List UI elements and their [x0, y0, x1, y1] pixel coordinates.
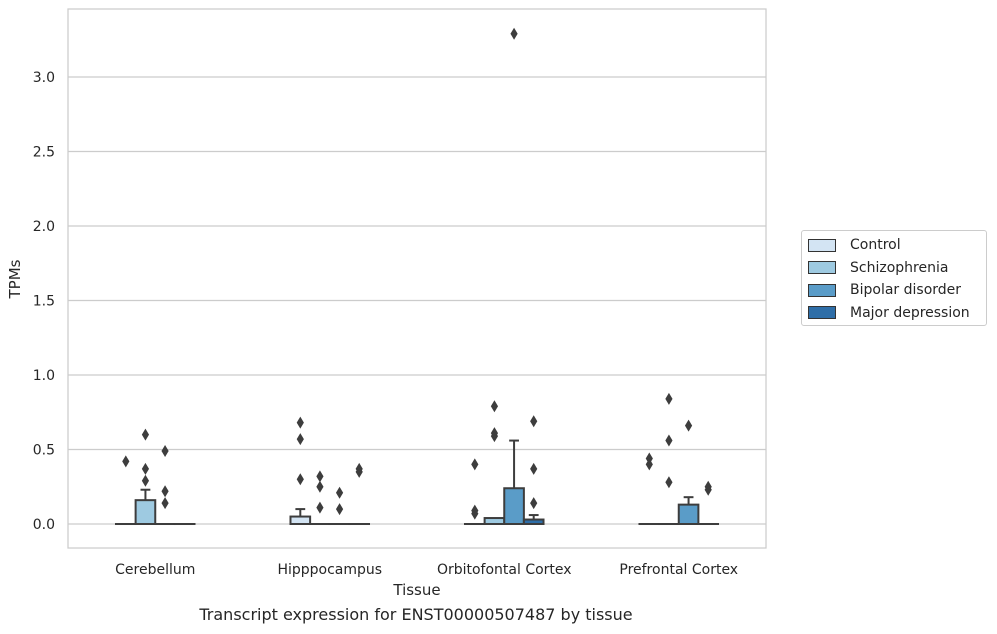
- legend-item: Control: [808, 235, 901, 255]
- outlier-point: [316, 501, 324, 514]
- outlier-point: [296, 433, 304, 446]
- y-tick-label: 0.5: [33, 443, 55, 459]
- outlier-point: [122, 455, 130, 468]
- boxes: [114, 439, 720, 526]
- outlier-point: [530, 415, 538, 428]
- box-body: [503, 487, 525, 525]
- outlier-point: [510, 27, 518, 40]
- outliers: [122, 27, 712, 520]
- legend-swatch: [808, 283, 836, 297]
- legend-label: Major depression: [850, 304, 970, 321]
- grid-lines: [68, 76, 766, 525]
- outlier-point: [530, 497, 538, 510]
- legend-label: Bipolar disorder: [850, 282, 962, 298]
- outlier-point: [335, 486, 344, 499]
- legend-label: Schizophrenia: [850, 259, 949, 276]
- x-tick-label: Prefrontal Cortex: [619, 562, 738, 578]
- outlier-point: [645, 452, 653, 465]
- outlier-point: [665, 476, 673, 489]
- x-axis-title: Tissue: [392, 581, 440, 599]
- box-body: [134, 499, 157, 526]
- outlier-point: [684, 419, 693, 432]
- y-tick-label: 2.0: [33, 219, 55, 235]
- x-tick-labels: Cerebellum Hipppocampus Orbitofontal Corte…: [115, 562, 738, 578]
- y-tick-label: 2.5: [33, 145, 55, 161]
- legend-swatch: [808, 306, 836, 319]
- outlier-point: [471, 458, 479, 471]
- outlier-point: [161, 485, 169, 498]
- legend-swatch: [808, 238, 836, 252]
- box-major-depression: [522, 514, 545, 526]
- legend-swatch: [808, 261, 836, 274]
- box-schizophrenia: [134, 488, 157, 526]
- outlier-point: [665, 434, 673, 447]
- box-body: [289, 515, 312, 525]
- legend-item: Schizophrenia: [808, 258, 948, 278]
- plot-area-frame: [67, 8, 767, 549]
- box-bipolar-disorder: [503, 439, 525, 525]
- outlier-point: [141, 428, 150, 441]
- outlier-point: [704, 480, 712, 493]
- outlier-point: [141, 474, 150, 487]
- outlier-point: [471, 504, 479, 517]
- outlier-point: [490, 427, 499, 440]
- outlier-point: [161, 497, 169, 510]
- legend-item: Bipolar disorder: [808, 280, 961, 300]
- outlier-point: [296, 416, 304, 429]
- legend-item: Major depression: [808, 303, 970, 323]
- box-bipolar-disorder: [677, 496, 700, 526]
- y-tick-labels: 0.0 0.5 1.0 1.5 2.0 2.5 3.0: [33, 70, 55, 533]
- legend-label: Control: [850, 237, 901, 253]
- outlier-point: [161, 444, 169, 457]
- chart-caption: Transcript expression for ENST0000050748…: [199, 605, 633, 624]
- legend: Control Schizophrenia Bipolar disorder Majo…: [801, 230, 987, 326]
- outlier-point: [355, 462, 363, 475]
- x-tick-label: Hipppocampus: [277, 562, 382, 578]
- outlier-point: [316, 470, 324, 483]
- outlier-point: [335, 503, 344, 516]
- y-tick-label: 1.5: [33, 294, 55, 310]
- box-schizophrenia: [483, 517, 506, 525]
- x-tick-label: Orbitofontal Cortex: [437, 562, 572, 578]
- y-axis-title: TPMs: [6, 259, 24, 299]
- box-body: [677, 503, 700, 526]
- y-tick-label: 1.0: [33, 368, 55, 384]
- outlier-point: [141, 462, 150, 475]
- outlier-point: [530, 462, 538, 475]
- y-tick-label: 0.0: [33, 517, 55, 533]
- outlier-point: [665, 392, 673, 405]
- y-tick-label: 3.0: [33, 70, 55, 86]
- box-control: [289, 508, 312, 525]
- outlier-point: [490, 400, 499, 413]
- outlier-point: [296, 473, 304, 486]
- outlier-point: [316, 480, 324, 493]
- x-tick-label: Cerebellum: [115, 562, 195, 578]
